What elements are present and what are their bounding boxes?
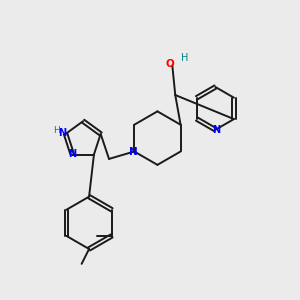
Text: N: N [129, 147, 138, 157]
Text: N: N [212, 125, 220, 135]
Text: O: O [166, 59, 174, 69]
Text: N: N [68, 149, 76, 159]
Text: N: N [58, 128, 67, 138]
Text: H: H [181, 53, 188, 63]
Text: H: H [53, 126, 59, 135]
